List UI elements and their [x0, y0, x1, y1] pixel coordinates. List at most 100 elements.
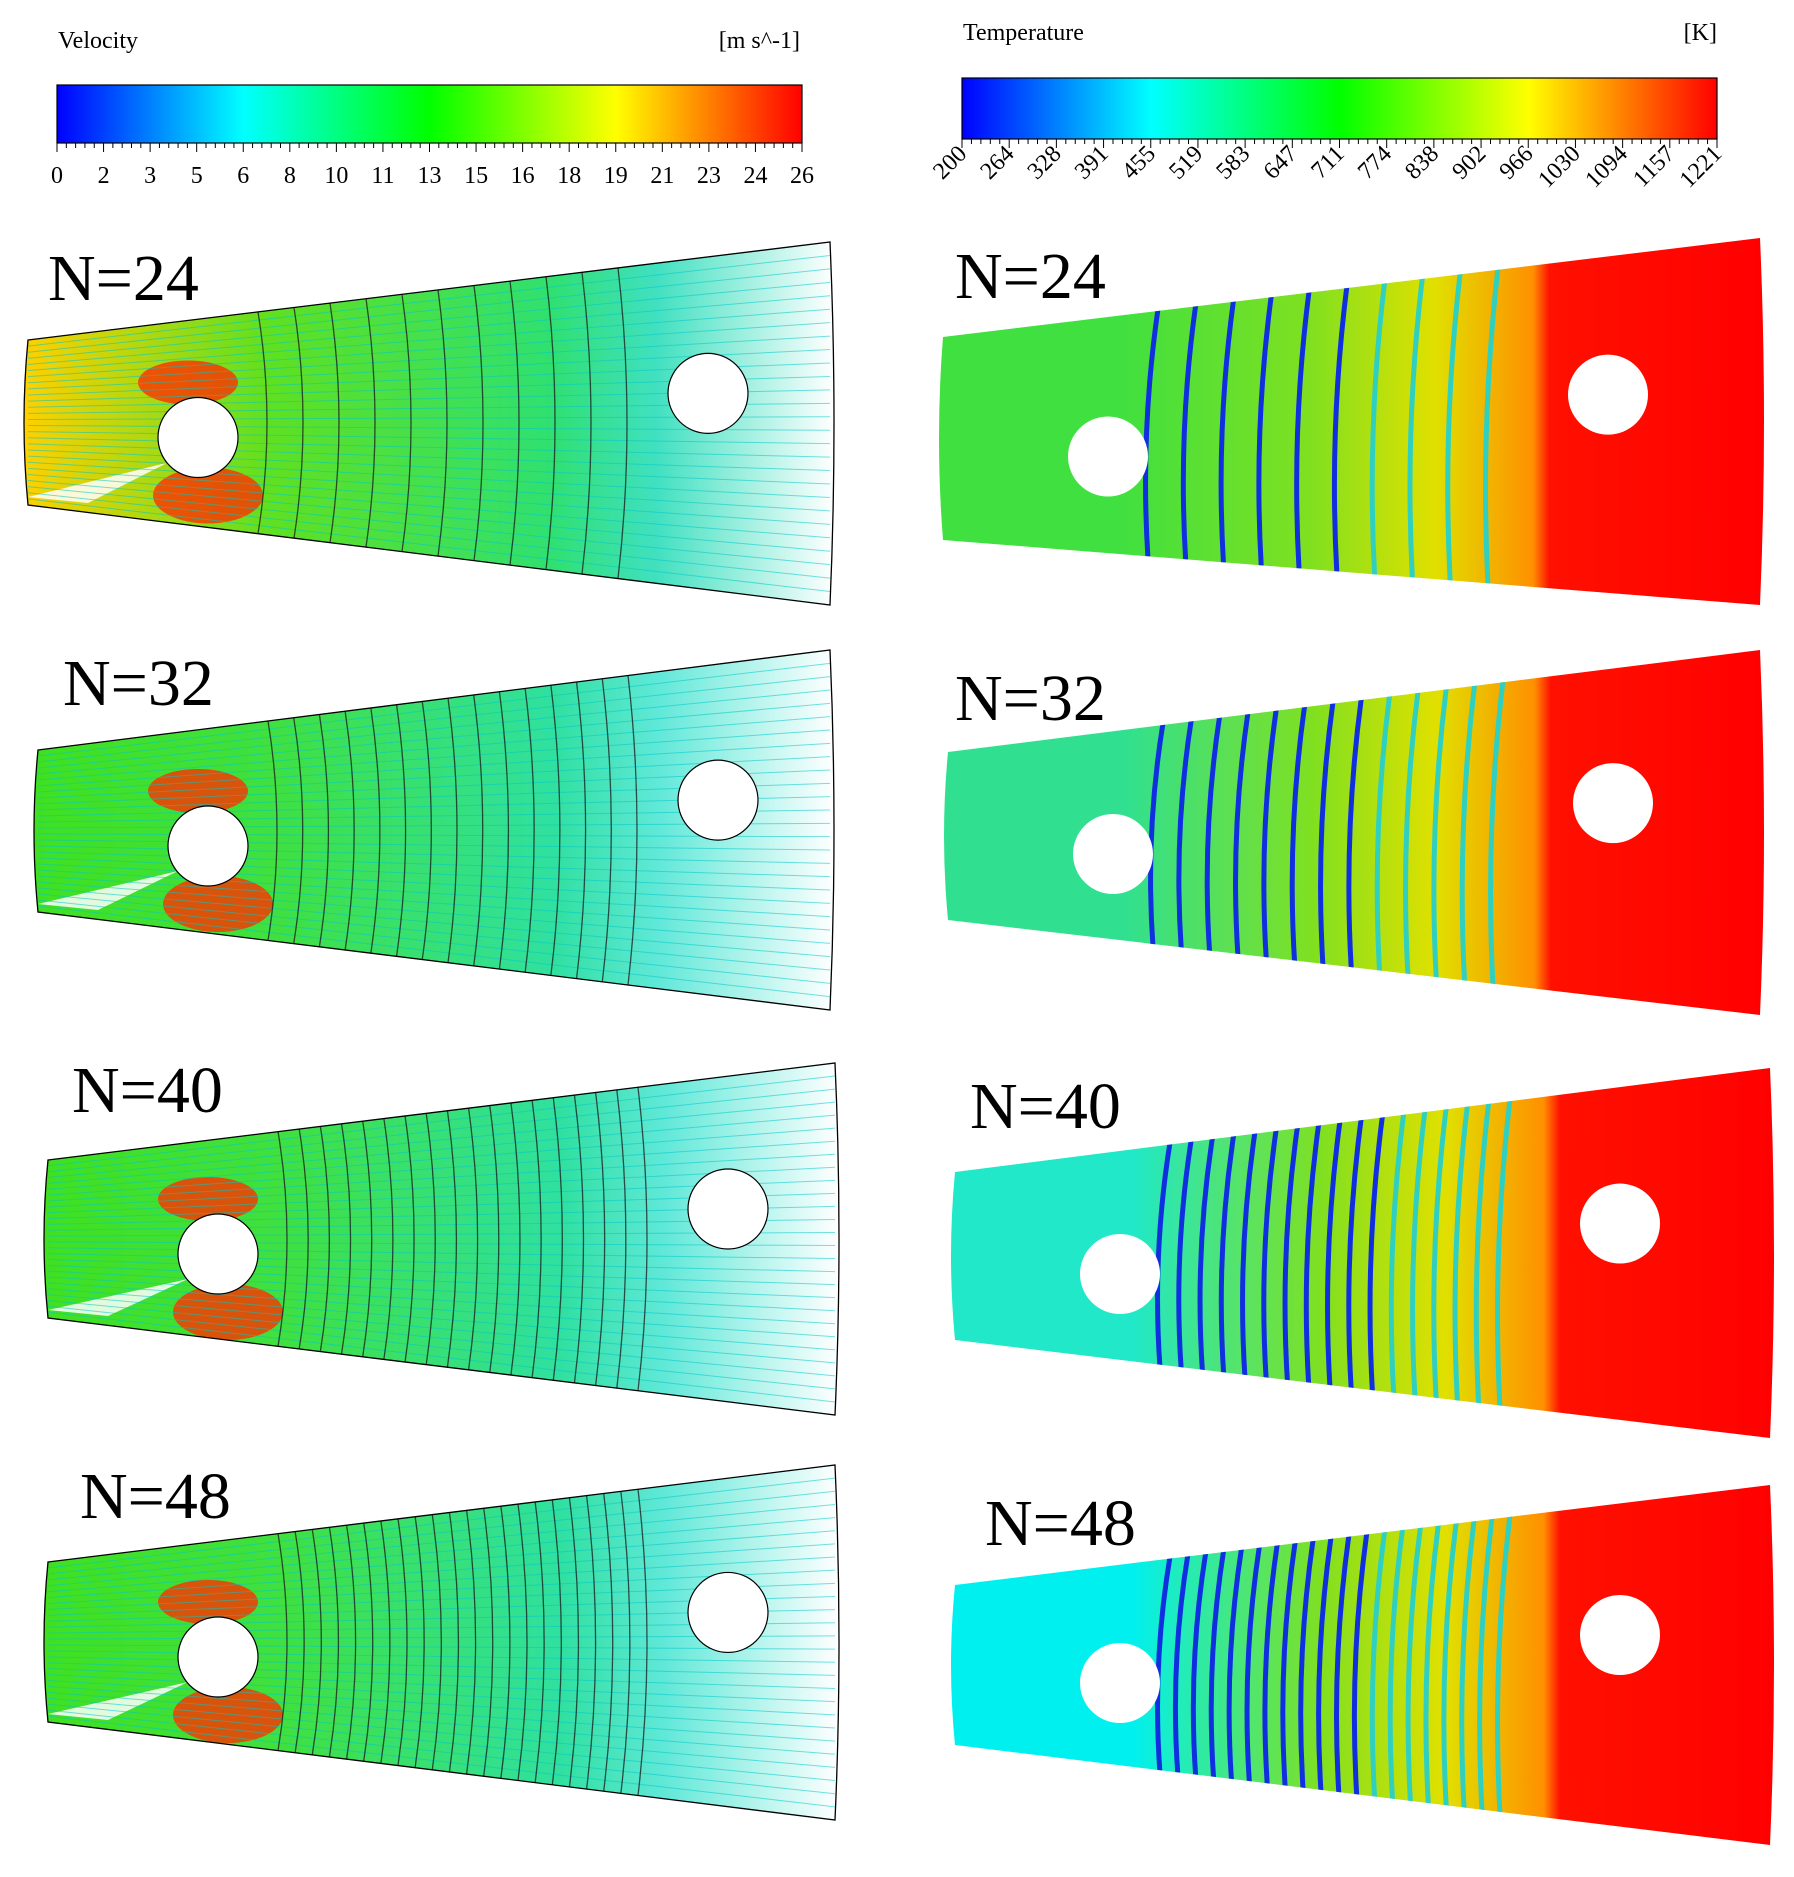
- streamline: [47, 1556, 836, 1604]
- fin-line: [277, 1533, 288, 1751]
- streamline: [47, 1276, 836, 1325]
- fin-temperature-band: [1226, 1547, 1245, 1783]
- streamline: [27, 473, 831, 539]
- streamline: [27, 322, 831, 378]
- velocity-panel-label: N=32: [63, 647, 214, 720]
- velocity-tick-label: 5: [191, 163, 203, 189]
- velocity-legend-unit: [m s^-1]: [719, 28, 800, 54]
- velocity-tick-label: 0: [51, 163, 63, 189]
- streamline: [47, 1543, 836, 1599]
- fin-line: [344, 711, 355, 951]
- tube-outlet: [1573, 763, 1653, 844]
- velocity-tick-label: 23: [697, 163, 721, 189]
- tube-inlet: [157, 396, 239, 479]
- fin-line: [509, 281, 520, 566]
- velocity-tick-label: 26: [790, 163, 814, 189]
- streamline: [47, 1140, 836, 1196]
- streamline: [47, 1311, 836, 1403]
- wake-region: [48, 1279, 188, 1316]
- tube-inlet: [1073, 814, 1153, 894]
- tube-inlet: [177, 1213, 259, 1295]
- streamline: [37, 702, 831, 775]
- temperature-panel-label: N=40: [970, 1070, 1121, 1143]
- streamline: [27, 467, 831, 525]
- streamline: [37, 742, 831, 793]
- temperature-tick-label: 838: [1400, 141, 1444, 185]
- fin-temperature-band: [1405, 1525, 1424, 1805]
- wake-region: [28, 462, 168, 503]
- fin-temperature-band: [1262, 1543, 1280, 1787]
- fin-temperature-band: [1256, 294, 1274, 569]
- velocity-tick-label: 18: [557, 163, 581, 189]
- fin-temperature-band: [1452, 1104, 1470, 1404]
- streamline: [37, 899, 831, 984]
- fin-temperature-band: [1488, 679, 1506, 988]
- fin-line: [550, 685, 561, 976]
- fin-temperature-band: [1190, 1551, 1209, 1778]
- temperature-panel-label: N=32: [955, 662, 1106, 735]
- streamline: [27, 498, 831, 593]
- temperature-tick-label: 264: [976, 141, 1020, 185]
- fin-line: [257, 311, 268, 534]
- fin-line: [534, 1501, 545, 1783]
- streamline: [27, 281, 831, 359]
- temperature-panel-40: N=40: [951, 1068, 1774, 1438]
- fin-line: [573, 1095, 585, 1383]
- fin-line: [616, 1089, 627, 1389]
- fin-temperature-band: [1410, 1109, 1428, 1399]
- tube-outlet: [667, 352, 749, 434]
- fin-temperature-band: [1218, 1134, 1237, 1376]
- streamline: [27, 295, 831, 365]
- fin-line: [362, 1121, 373, 1357]
- fin-line: [431, 1514, 442, 1770]
- temperature-tick-label: 519: [1164, 141, 1208, 185]
- fin-temperature-band: [1369, 1529, 1388, 1800]
- temperature-tick-label: 647: [1259, 141, 1303, 185]
- velocity-tick-label: 10: [324, 163, 348, 189]
- velocity-tick-label: 21: [650, 163, 674, 189]
- temperature-tick-label: 455: [1117, 141, 1161, 185]
- velocity-colorbar: [56, 84, 803, 144]
- fin-line: [448, 1512, 460, 1773]
- streamline: [37, 662, 831, 757]
- high-velocity-zone: [173, 1284, 283, 1340]
- fin-line: [311, 1529, 322, 1756]
- fin-line: [447, 698, 458, 963]
- velocity-tick-label: 15: [464, 163, 488, 189]
- temperature-tick-label: 200: [928, 141, 972, 185]
- temperature-tick-label: 1157: [1628, 141, 1680, 193]
- fin-line: [517, 1503, 528, 1781]
- fin-line: [551, 1499, 562, 1785]
- fin-temperature-band: [1387, 1527, 1406, 1803]
- streamline: [47, 1101, 836, 1179]
- fin-temperature-band: [1388, 1112, 1407, 1397]
- fin-line: [627, 675, 638, 986]
- fin-temperature-band: [1367, 1115, 1385, 1394]
- streamline: [47, 1288, 836, 1351]
- streamline: [37, 676, 831, 763]
- velocity-panel-outline: [43, 1464, 840, 1821]
- streamline: [27, 308, 831, 372]
- velocity-panel-label: N=48: [80, 1460, 231, 1533]
- temperature-tick-label: 774: [1353, 141, 1397, 185]
- fin-temperature-band: [1431, 687, 1449, 981]
- streamline: [47, 1685, 836, 1742]
- fin-temperature-band: [1282, 1125, 1300, 1384]
- fin-temperature-band: [1374, 694, 1393, 974]
- temperature-tick-label: 328: [1023, 141, 1067, 185]
- fin-temperature-band: [1423, 1523, 1441, 1807]
- streamline: [37, 863, 831, 904]
- fin-temperature-band: [1233, 711, 1251, 958]
- velocity-tick-label: 13: [418, 163, 442, 189]
- temperature-legend-title: Temperature: [963, 20, 1084, 46]
- temperature-tick-label: 1030: [1533, 141, 1585, 193]
- temperature-tick-label: 1221: [1675, 141, 1727, 193]
- fin-temperature-band: [1180, 304, 1199, 563]
- fin-temperature-band: [1445, 272, 1463, 584]
- tube-outlet: [687, 1571, 769, 1654]
- fin-line: [617, 267, 628, 579]
- fin-temperature-band: [1280, 1540, 1298, 1789]
- streamline: [47, 1503, 836, 1581]
- velocity-colorbar-minor-ticks: [56, 143, 803, 152]
- streamline: [47, 1709, 836, 1795]
